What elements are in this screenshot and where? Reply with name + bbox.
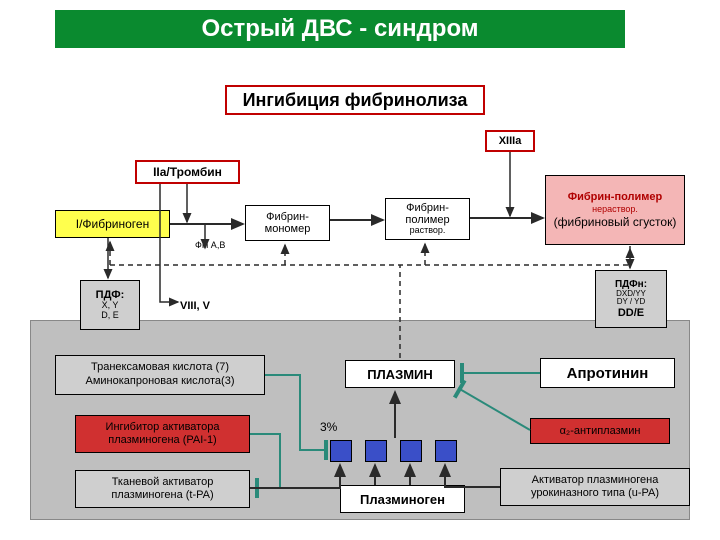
clot-label: (фибриновый сгусток): [554, 215, 677, 229]
title-text: Острый ДВС - синдром: [201, 15, 478, 43]
pdfn3: DD/E: [618, 307, 644, 319]
xiiia-node: XIIIa: [485, 130, 535, 152]
polymer-insol-node: Фибрин-полимер нераствор. (фибриновый сг…: [545, 175, 685, 245]
upa-label: Активатор плазминогена урокиназного типа…: [505, 474, 685, 499]
polymer-ins-sub: нераствор.: [592, 204, 638, 215]
pai-label: Ингибитор активатора плазминогена (PAI-1…: [80, 421, 245, 446]
pdfn2: DY / YD: [617, 298, 646, 307]
pdfn-label: ПДФн:: [615, 279, 647, 290]
polymer-sol-node: Фибрин-полимер раствор.: [385, 198, 470, 240]
pdf-sub2: D, E: [101, 311, 119, 321]
tranex2: Аминокапроновая кислота(3): [86, 375, 235, 389]
plasmin-label: ПЛАЗМИН: [367, 367, 433, 382]
polymer-ins-t: Фибрин-полимер: [568, 191, 663, 204]
aprotinin-node: Апротинин: [540, 358, 675, 388]
complex-1: [330, 440, 352, 462]
thrombin-node: IIa/Тромбин: [135, 160, 240, 184]
pct-label: 3%: [320, 420, 337, 434]
a2ap-label: α₂-антиплазмин: [560, 425, 641, 437]
complex-4: [435, 440, 457, 462]
complex-2: [365, 440, 387, 462]
fpab-label: ФП А,В: [195, 240, 225, 250]
subtitle-box: Ингибиция фибринолиза: [225, 85, 485, 115]
plasminogen-label: Плазминоген: [360, 492, 445, 507]
tranex1: Транексамовая кислота (7): [91, 361, 229, 375]
aprotinin-label: Апротинин: [567, 365, 649, 382]
subtitle-text: Ингибиция фибринолиза: [243, 90, 468, 111]
thrombin-label: IIa/Тромбин: [153, 165, 222, 179]
viii-label: VIII, V: [180, 300, 210, 312]
upa-node: Активатор плазминогена урокиназного типа…: [500, 468, 690, 506]
monomer-node: Фибрин-мономер: [245, 205, 330, 241]
a2ap-node: α₂-антиплазмин: [530, 418, 670, 444]
pdfn-node: ПДФн: DXD/YY DY / YD DD/E: [595, 270, 667, 328]
fibrinogen-label: I/Фибриноген: [76, 217, 149, 231]
polymer-label: Фибрин-полимер: [390, 202, 465, 226]
xiiia-label: XIIIa: [499, 135, 522, 147]
pdf-node: ПДФ: X, Y D, E: [80, 280, 140, 330]
tpa-label: Тканевой активатор плазминогена (t-PA): [80, 476, 245, 501]
plasmin-node: ПЛАЗМИН: [345, 360, 455, 388]
polymer-sub: раствор.: [410, 226, 446, 236]
title-bar: Острый ДВС - синдром: [55, 10, 625, 48]
monomer-label: Фибрин-мономер: [250, 211, 325, 235]
diagram-canvas: Острый ДВС - синдром Ингибиция фибриноли…: [0, 0, 720, 540]
pai-node: Ингибитор активатора плазминогена (PAI-1…: [75, 415, 250, 453]
tpa-node: Тканевой активатор плазминогена (t-PA): [75, 470, 250, 508]
complex-3: [400, 440, 422, 462]
fibrinogen-node: I/Фибриноген: [55, 210, 170, 238]
plasminogen-node: Плазминоген: [340, 485, 465, 513]
tranex-node: Транексамовая кислота (7) Аминокапронова…: [55, 355, 265, 395]
